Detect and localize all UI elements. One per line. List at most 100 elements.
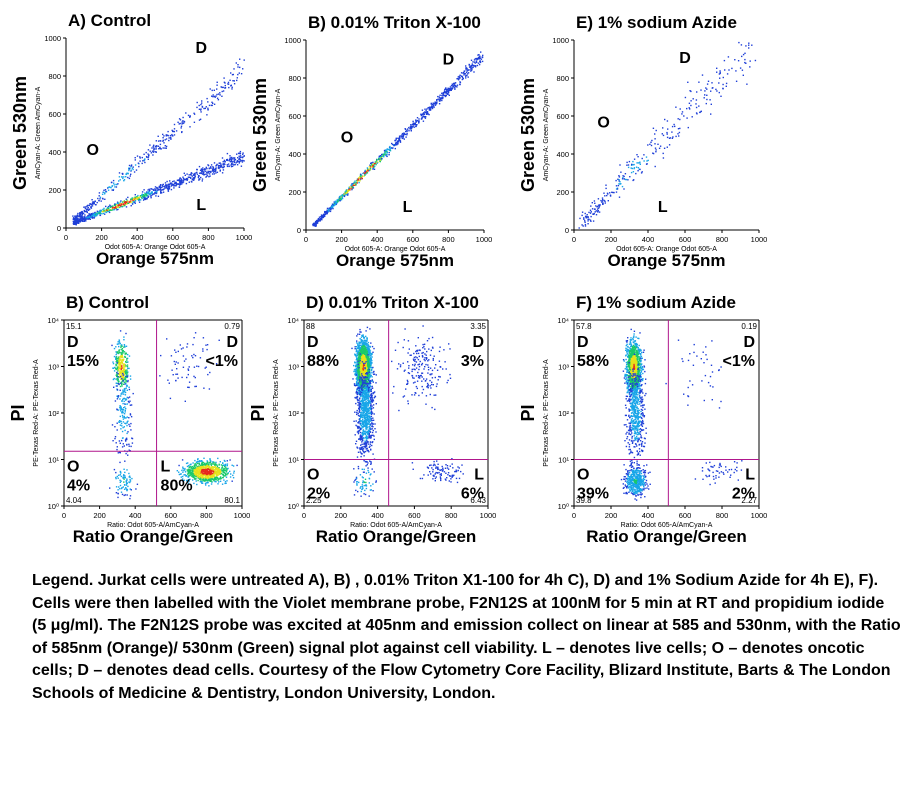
data-point (115, 486, 118, 488)
x-tick-label: 1000 (236, 233, 253, 242)
data-point (228, 86, 230, 89)
data-point (205, 176, 207, 178)
data-point (366, 172, 368, 174)
data-point (179, 182, 182, 184)
y-tick-label: 0 (565, 226, 569, 235)
data-point (153, 147, 155, 149)
data-point (198, 119, 201, 121)
data-point (140, 195, 142, 197)
data-point (321, 216, 324, 219)
data-point (650, 144, 653, 147)
data-point (129, 475, 131, 477)
data-point (145, 197, 148, 200)
data-point (444, 95, 447, 98)
data-point (122, 475, 125, 477)
data-point (356, 351, 359, 353)
data-point (422, 112, 425, 114)
data-point (200, 462, 203, 464)
data-point (398, 135, 401, 137)
data-point (386, 151, 388, 153)
data-point (192, 474, 194, 477)
data-point (179, 122, 181, 125)
data-point (188, 480, 190, 482)
data-point (216, 88, 218, 90)
data-point (211, 104, 213, 107)
data-point (132, 168, 134, 171)
data-point (196, 465, 199, 468)
data-point (193, 470, 196, 472)
data-point (144, 196, 146, 198)
data-point (124, 406, 126, 408)
data-point (225, 472, 227, 475)
data-point (117, 208, 119, 211)
data-point (352, 187, 355, 189)
data-point (205, 477, 207, 479)
data-point (368, 351, 371, 354)
data-point (607, 200, 609, 202)
data-point (337, 199, 339, 201)
data-point (356, 392, 358, 395)
data-point (381, 155, 383, 158)
data-point (416, 120, 418, 122)
data-point (630, 167, 632, 169)
data-point (218, 481, 220, 483)
data-point (218, 463, 220, 465)
y-channel-label: PE-Texas Red-A: PE-Texas Red-A (33, 359, 40, 467)
data-point (662, 127, 664, 129)
data-point (652, 152, 654, 154)
data-point (178, 118, 181, 120)
data-point (210, 469, 212, 471)
y-tick-label: 0 (57, 224, 61, 233)
data-point (354, 184, 356, 186)
data-point (124, 376, 126, 379)
data-point (198, 165, 201, 168)
data-point (380, 156, 382, 158)
data-point (210, 477, 212, 480)
data-point (475, 58, 478, 60)
data-point (225, 471, 228, 473)
data-point (202, 465, 205, 467)
data-point (434, 101, 436, 103)
data-point (168, 188, 170, 190)
data-point (115, 477, 117, 480)
data-point (655, 129, 657, 132)
data-point (359, 178, 362, 181)
data-point (90, 206, 92, 208)
data-point (124, 390, 126, 392)
data-point (88, 204, 90, 207)
data-point (123, 351, 126, 353)
data-point (127, 400, 130, 403)
data-point (716, 90, 718, 92)
data-point (584, 216, 587, 218)
data-point (312, 223, 314, 226)
data-point (123, 344, 126, 346)
data-point (229, 155, 231, 157)
data-point (101, 211, 104, 213)
data-point (640, 172, 643, 174)
data-point (165, 134, 167, 136)
data-point (123, 415, 125, 418)
data-point (200, 465, 202, 468)
data-point (145, 155, 148, 158)
data-point (370, 165, 372, 167)
data-point (428, 108, 431, 110)
data-point (118, 340, 121, 342)
data-point (616, 188, 619, 190)
data-point (476, 64, 479, 67)
data-point (90, 216, 93, 218)
data-point (142, 195, 144, 198)
data-point (668, 144, 671, 146)
data-point (619, 164, 621, 166)
data-point (112, 189, 114, 191)
data-point (93, 203, 95, 205)
data-point (78, 220, 80, 223)
data-point (426, 111, 428, 113)
data-point (320, 214, 323, 216)
data-point (125, 372, 127, 374)
data-point (609, 195, 612, 197)
data-point (136, 196, 138, 198)
data-point (600, 199, 602, 202)
data-point (210, 463, 213, 465)
data-point (597, 207, 600, 209)
data-point (130, 198, 132, 200)
